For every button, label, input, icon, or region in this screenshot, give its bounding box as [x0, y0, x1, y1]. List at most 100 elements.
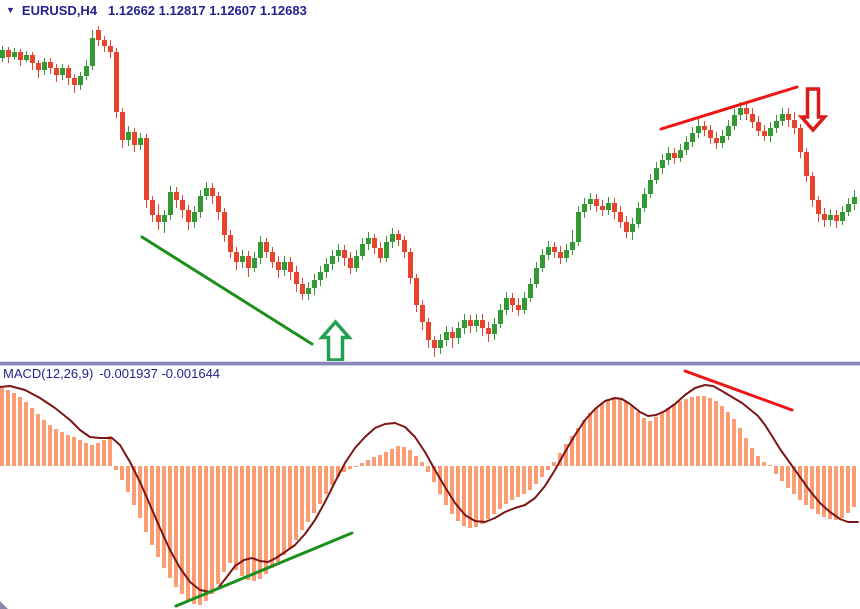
bull-candle	[390, 234, 395, 242]
macd-histogram-bar	[852, 466, 856, 507]
macd-histogram-bar	[456, 466, 460, 521]
macd-histogram-bar	[366, 460, 370, 466]
bull-candle	[438, 340, 443, 348]
macd-histogram-bar	[546, 466, 550, 470]
bull-candle	[498, 310, 503, 324]
bear-candle	[798, 128, 803, 152]
macd-histogram-bar	[612, 397, 616, 466]
bear-candle	[408, 252, 413, 278]
macd-pane	[0, 369, 859, 608]
collapse-triangle-icon[interactable]: ▼	[6, 5, 15, 15]
bear-candle	[378, 248, 383, 258]
macd-histogram-bar	[276, 466, 280, 562]
red-down-arrow[interactable]	[797, 87, 829, 133]
bear-candle	[516, 305, 521, 310]
bull-candle	[336, 250, 341, 256]
macd-histogram-bar	[678, 401, 682, 466]
macd-histogram-bar	[300, 466, 304, 530]
macd-histogram-bar	[846, 466, 850, 513]
green-falling-trendline[interactable]	[140, 235, 314, 346]
macd-histogram-bar	[246, 466, 250, 580]
bull-candle	[582, 204, 587, 212]
bear-candle	[708, 130, 713, 138]
macd-histogram-bar	[708, 398, 712, 466]
macd-histogram-bar	[690, 397, 694, 466]
macd-histogram-bar	[522, 466, 526, 494]
bull-candle	[528, 284, 533, 298]
macd-histogram-bar	[114, 466, 118, 470]
bull-candle	[564, 250, 569, 258]
macd-histogram-bar	[630, 406, 634, 466]
macd-histogram-bar	[534, 466, 538, 484]
macd-histogram-bar	[672, 404, 676, 466]
bull-candle	[570, 242, 575, 250]
macd-histogram-bar	[618, 398, 622, 466]
red-rising-trendline[interactable]	[659, 85, 799, 131]
macd-histogram-bar	[222, 466, 226, 572]
panel-separator[interactable]	[0, 361, 860, 366]
bear-candle	[372, 238, 377, 248]
bear-candle	[6, 50, 11, 57]
bull-candle	[324, 264, 329, 272]
macd-histogram-bar	[156, 466, 160, 557]
bear-candle	[432, 340, 437, 348]
bull-candle	[456, 328, 461, 338]
bull-candle	[312, 280, 317, 288]
bear-candle	[486, 328, 491, 334]
macd-histogram-bar	[372, 457, 376, 466]
macd-histogram-bar	[120, 466, 124, 480]
bear-candle	[150, 200, 155, 215]
macd-histogram-bar	[768, 465, 772, 466]
macd-name-label: MACD(12,26,9)	[3, 366, 94, 381]
price-pane	[0, 26, 857, 362]
macd-histogram-bar	[840, 466, 844, 518]
bear-candle	[210, 188, 215, 196]
bull-candle	[780, 114, 785, 121]
macd-histogram-bar	[552, 462, 556, 466]
macd-histogram-bar	[540, 466, 544, 477]
macd-histogram-bar	[24, 402, 28, 466]
macd-histogram-bar	[822, 466, 826, 517]
green-up-arrow[interactable]	[318, 319, 353, 362]
macd-histogram-bar	[108, 436, 112, 466]
bear-candle	[594, 199, 599, 206]
macd-histogram-bar	[126, 466, 130, 492]
bull-candle	[0, 50, 5, 58]
macd-histogram-bar	[762, 462, 766, 466]
bull-candle	[240, 256, 245, 262]
bear-candle	[714, 138, 719, 143]
bear-candle	[744, 108, 749, 114]
macd-histogram-bar	[48, 425, 52, 466]
bear-candle	[234, 252, 239, 262]
bull-candle	[738, 108, 743, 115]
macd-histogram-bar	[264, 466, 268, 574]
bull-candle	[774, 121, 779, 128]
bull-candle	[42, 62, 47, 70]
macd-histogram-bar	[702, 396, 706, 466]
macd-histogram-bar	[42, 420, 46, 466]
green-macd-trendline[interactable]	[174, 531, 354, 608]
macd-histogram-bar	[312, 466, 316, 513]
bear-candle	[702, 126, 707, 130]
bear-candle	[792, 120, 797, 128]
macd-histogram-bar	[84, 443, 88, 466]
macd-histogram-bar	[210, 466, 214, 594]
bull-candle	[504, 298, 509, 310]
macd-histogram-bar	[342, 466, 346, 472]
red-macd-trendline[interactable]	[683, 369, 794, 412]
bear-candle	[186, 210, 191, 222]
bull-candle	[360, 244, 365, 256]
bear-candle	[426, 322, 431, 340]
bull-candle	[684, 142, 689, 150]
bull-candle	[492, 324, 497, 334]
macd-histogram-bar	[450, 466, 454, 514]
bear-candle	[132, 132, 137, 145]
macd-histogram-bar	[468, 466, 472, 528]
bear-candle	[480, 320, 485, 328]
bull-candle	[138, 138, 143, 145]
bear-candle	[624, 222, 629, 232]
bear-candle	[468, 320, 473, 326]
bear-candle	[294, 272, 299, 284]
macd-histogram-bar	[228, 466, 232, 563]
